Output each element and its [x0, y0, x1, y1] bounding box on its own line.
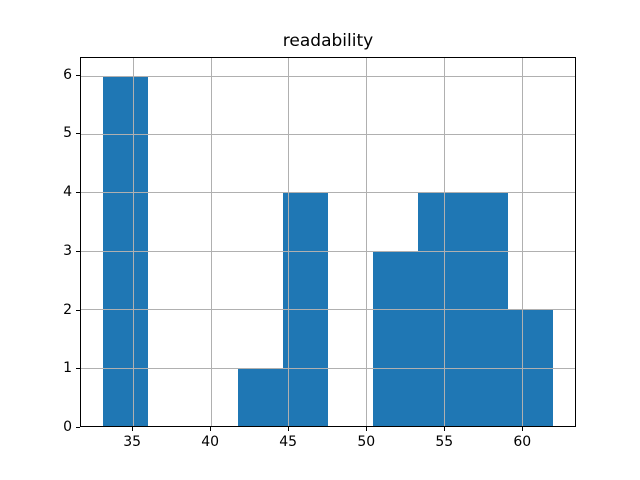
- chart-title: readability: [282, 31, 374, 51]
- y-tick-mark: [76, 74, 80, 76]
- x-tick-mark: [444, 427, 446, 431]
- y-tick-label: 3: [63, 242, 72, 259]
- histogram-bar: [372, 250, 418, 426]
- x-tick-mark: [210, 427, 212, 431]
- x-tick-label: 40: [201, 434, 220, 450]
- grid-layer: [81, 58, 575, 426]
- gridline-y: [81, 426, 575, 427]
- y-tick-mark: [76, 309, 80, 311]
- y-tick-mark: [76, 427, 80, 428]
- y-tick-label: 1: [63, 360, 72, 377]
- x-tick-label: 60: [513, 434, 532, 450]
- gridline-y: [81, 250, 575, 252]
- gridline-y: [81, 133, 575, 135]
- y-tick-mark: [76, 133, 80, 135]
- gridline-y: [81, 309, 575, 311]
- gridline-x: [521, 58, 523, 426]
- plot-area: [80, 57, 576, 427]
- gridline-x: [288, 58, 290, 426]
- y-tick-mark: [76, 250, 80, 252]
- x-tick-mark: [132, 427, 134, 431]
- x-tick-mark: [522, 427, 524, 431]
- gridline-y: [81, 75, 575, 77]
- y-tick-label: 6: [63, 66, 72, 83]
- y-tick-mark: [76, 368, 80, 370]
- y-tick-label: 0: [63, 419, 72, 435]
- x-tick-label: 50: [357, 434, 376, 450]
- x-tick-label: 35: [123, 434, 142, 450]
- gridline-y: [81, 192, 575, 194]
- y-tick-label: 2: [63, 301, 72, 318]
- x-tick-label: 55: [435, 434, 454, 450]
- gridline-y: [81, 367, 575, 369]
- gridline-x: [366, 58, 368, 426]
- y-tick-label: 4: [63, 184, 72, 201]
- gridline-x: [132, 58, 134, 426]
- x-tick-mark: [288, 427, 290, 431]
- gridline-x: [210, 58, 212, 426]
- y-tick-mark: [76, 192, 80, 194]
- gridline-x: [443, 58, 445, 426]
- x-tick-mark: [366, 427, 368, 431]
- histogram-bar: [238, 367, 284, 426]
- x-tick-label: 45: [279, 434, 298, 450]
- y-tick-label: 5: [63, 125, 72, 142]
